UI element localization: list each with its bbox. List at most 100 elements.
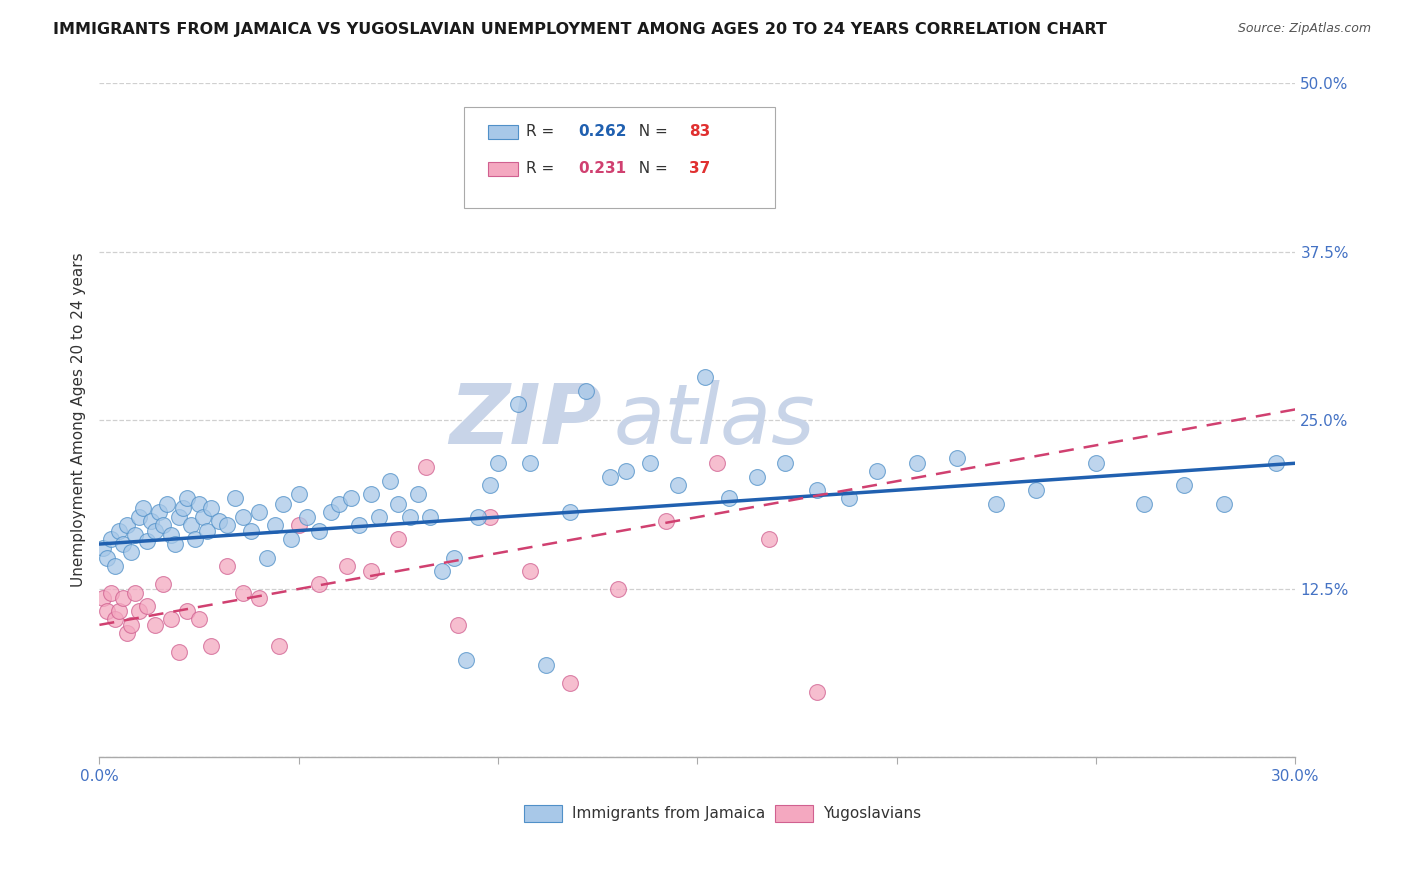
Point [432,564,454,578]
Point [1025,483,1047,498]
Point [200,640,222,654]
Y-axis label: Unemployment Among Ages 20 to 24 years: Unemployment Among Ages 20 to 24 years [72,252,86,588]
Point [160,612,183,626]
Point [100,532,122,546]
Point [614,464,637,478]
Text: ZIP: ZIP [449,380,602,460]
Point [117,518,139,533]
Point [160,527,183,541]
Point [387,497,409,511]
Point [519,564,541,578]
Point [408,487,430,501]
Point [838,491,860,506]
Point [128,510,150,524]
Text: Immigrants from Jamaica: Immigrants from Jamaica [572,806,765,821]
Point [367,510,389,524]
Point [328,497,350,511]
Point [267,640,290,654]
Point [534,658,557,673]
Point [486,456,509,470]
Text: 83: 83 [689,124,710,139]
Point [104,558,127,573]
Point [117,626,139,640]
Point [1212,497,1234,511]
Point [167,510,190,524]
Point [191,510,214,524]
Point [224,491,246,506]
Point [1133,497,1156,511]
Point [606,582,628,596]
Point [152,577,174,591]
FancyBboxPatch shape [488,125,517,139]
Point [706,456,728,470]
Point [360,487,382,501]
Point [419,510,441,524]
Point [599,469,621,483]
Point [112,591,135,605]
Point [575,384,598,398]
Point [96,604,118,618]
Point [806,483,828,498]
Point [945,450,967,465]
Point [108,524,131,538]
Text: 0.262: 0.262 [578,124,626,139]
Point [866,464,889,478]
Point [184,532,207,546]
Point [124,585,146,599]
Point [176,604,198,618]
Point [239,524,262,538]
Point [128,604,150,618]
Point [152,518,174,533]
FancyBboxPatch shape [524,805,562,822]
Point [447,618,470,632]
Point [443,550,465,565]
Point [280,532,302,546]
Point [1173,477,1195,491]
Point [93,591,115,605]
FancyBboxPatch shape [775,805,814,822]
Point [215,518,238,533]
Point [148,505,170,519]
Point [758,532,780,546]
Point [666,477,689,491]
Point [247,591,270,605]
Point [180,518,202,533]
Point [308,577,330,591]
Point [176,491,198,506]
Point [188,497,211,511]
Point [167,645,190,659]
Point [336,558,359,573]
Text: Yugoslavians: Yugoslavians [823,806,921,821]
Point [347,518,370,533]
Point [100,585,122,599]
Point [143,618,166,632]
Point [506,397,529,411]
Point [905,456,928,470]
Point [271,497,294,511]
Text: R =: R = [526,161,560,176]
Point [479,477,502,491]
Point [339,491,361,506]
Point [479,510,502,524]
Point [986,497,1008,511]
Point [467,510,489,524]
Text: 0.231: 0.231 [578,161,626,176]
Point [1085,456,1108,470]
FancyBboxPatch shape [488,161,517,177]
Point [695,370,717,384]
Point [232,585,254,599]
Point [120,545,142,559]
Text: atlas: atlas [614,380,815,460]
Point [380,474,402,488]
Point [399,510,422,524]
Point [108,604,131,618]
Text: 37: 37 [689,161,710,176]
Point [360,564,382,578]
Point [124,527,146,541]
Point [136,534,159,549]
Point [387,532,409,546]
Point [456,653,478,667]
Point [195,524,218,538]
Point [96,550,118,565]
Point [256,550,278,565]
